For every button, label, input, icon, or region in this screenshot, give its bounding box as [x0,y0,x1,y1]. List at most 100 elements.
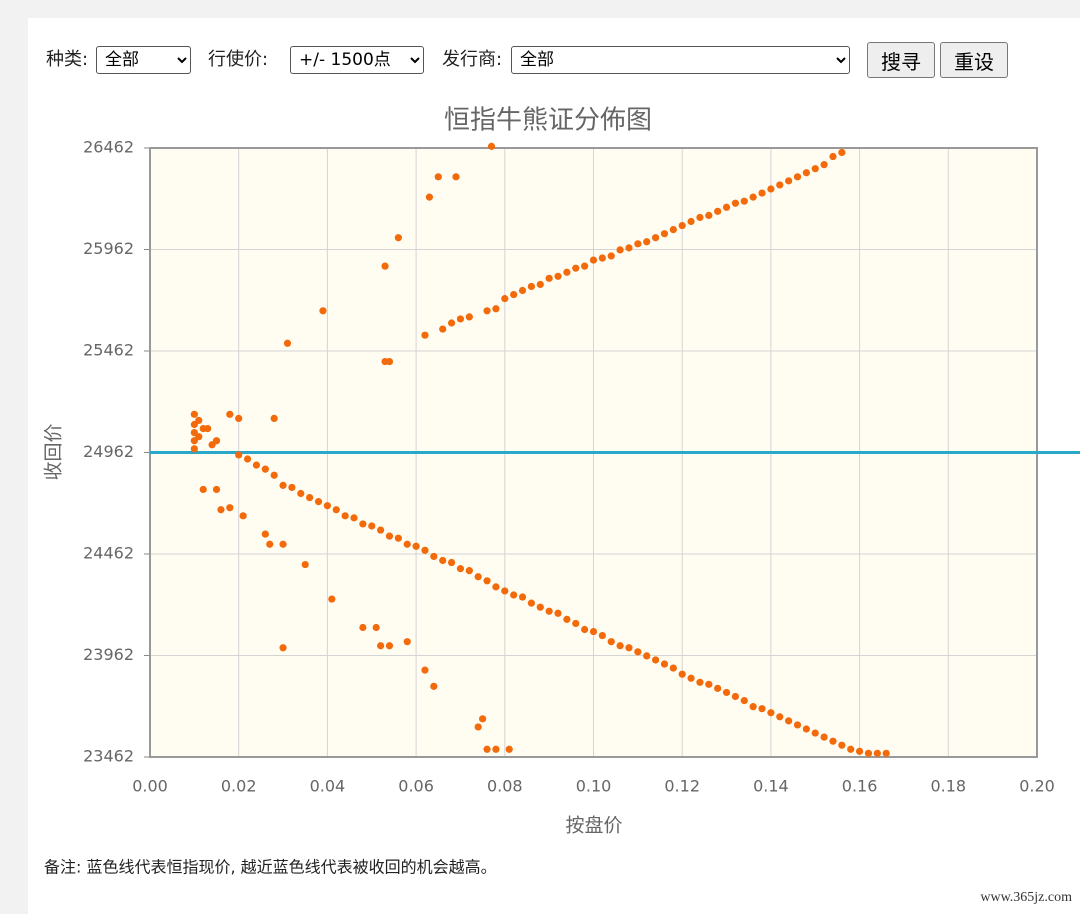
point [279,540,287,548]
point [323,502,331,510]
point [217,506,225,514]
point [802,725,810,733]
point [190,445,198,453]
point [288,483,296,492]
point [385,357,394,366]
point [554,609,562,617]
point [505,745,513,753]
point [669,664,677,672]
point [421,666,429,674]
point [820,733,828,741]
chart-title: 恒指牛熊证分佈图 [444,106,652,136]
point [776,713,784,721]
x-tick-label: 0.18 [930,777,966,796]
point [536,280,544,289]
y-tick-label: 26462 [83,138,134,157]
point [430,552,438,561]
point [226,504,234,512]
issuer-select[interactable]: 全部 [511,46,850,74]
point [261,530,269,538]
point [722,688,731,697]
point [589,627,598,636]
point [341,512,349,520]
point [235,414,243,422]
point [758,189,766,197]
point [483,577,491,585]
point [554,272,562,280]
point [501,587,509,595]
point [439,556,447,565]
point [283,339,292,347]
point [332,506,340,514]
point [377,642,385,650]
reset-button[interactable]: 重设 [940,42,1008,78]
point [767,709,775,717]
watermark: www.365jz.com [980,890,1072,905]
point [731,199,740,207]
point [643,652,651,660]
point [776,181,784,189]
point [235,451,243,459]
point [199,485,207,494]
point [749,193,757,201]
point [714,684,722,692]
point [425,193,434,201]
point [279,644,287,652]
point [581,262,589,270]
point [678,670,686,678]
point [421,546,429,554]
point [270,414,278,422]
point [563,615,571,623]
y-tick-label: 23962 [83,645,134,664]
x-tick-label: 0.02 [221,777,257,796]
point [510,290,518,299]
point [696,678,704,686]
search-button[interactable]: 搜寻 [867,42,935,78]
point [705,211,713,219]
point [785,717,793,725]
y-tick-label: 25462 [83,341,134,360]
point [252,461,261,469]
category-select[interactable]: 全部 [96,46,191,74]
point [696,213,704,222]
point [607,638,615,646]
point [660,230,669,238]
point [385,532,394,540]
point [394,234,402,242]
point [687,674,695,682]
point [385,642,394,650]
point [372,623,380,632]
x-tick-label: 0.20 [1019,777,1055,796]
point [403,638,411,646]
point [838,741,846,749]
point [616,246,624,254]
x-tick-label: 0.16 [842,777,878,796]
point [722,203,731,211]
issuer-label: 发行商: [442,49,503,70]
point [501,295,509,303]
point [368,522,376,530]
point [359,520,367,528]
point [204,424,212,433]
point [412,542,420,550]
point [563,268,571,276]
point [527,282,536,291]
point [607,252,615,260]
point [492,305,500,313]
point [616,642,624,650]
point [487,142,496,150]
point [625,244,633,252]
y-tick-label: 24462 [83,544,134,563]
point [740,696,748,705]
strike-select[interactable]: +/- 1500点 [290,46,424,74]
point [660,660,669,668]
point [195,416,203,425]
point [359,623,367,632]
point [758,705,766,713]
point [740,197,748,205]
point [572,264,580,272]
point [456,315,465,323]
point [829,152,837,161]
point [838,148,846,157]
